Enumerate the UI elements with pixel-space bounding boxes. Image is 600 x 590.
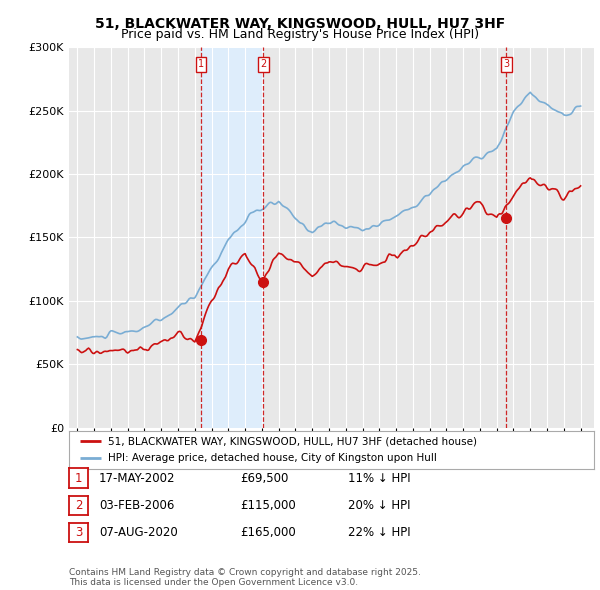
Text: 51, BLACKWATER WAY, KINGSWOOD, HULL, HU7 3HF (detached house): 51, BLACKWATER WAY, KINGSWOOD, HULL, HU7… xyxy=(109,436,478,446)
Text: 3: 3 xyxy=(503,60,509,69)
Text: 3: 3 xyxy=(75,526,82,539)
Text: 2: 2 xyxy=(75,499,82,512)
Text: Price paid vs. HM Land Registry's House Price Index (HPI): Price paid vs. HM Land Registry's House … xyxy=(121,28,479,41)
Text: 20% ↓ HPI: 20% ↓ HPI xyxy=(348,499,410,512)
Text: £69,500: £69,500 xyxy=(240,472,289,485)
Text: Contains HM Land Registry data © Crown copyright and database right 2025.
This d: Contains HM Land Registry data © Crown c… xyxy=(69,568,421,587)
Text: 11% ↓ HPI: 11% ↓ HPI xyxy=(348,472,410,485)
Text: HPI: Average price, detached house, City of Kingston upon Hull: HPI: Average price, detached house, City… xyxy=(109,453,437,463)
Text: 51, BLACKWATER WAY, KINGSWOOD, HULL, HU7 3HF: 51, BLACKWATER WAY, KINGSWOOD, HULL, HU7… xyxy=(95,17,505,31)
Text: 07-AUG-2020: 07-AUG-2020 xyxy=(99,526,178,539)
Text: 03-FEB-2006: 03-FEB-2006 xyxy=(99,499,175,512)
Text: 1: 1 xyxy=(75,471,82,485)
Text: 17-MAY-2002: 17-MAY-2002 xyxy=(99,472,176,485)
Text: £165,000: £165,000 xyxy=(240,526,296,539)
Text: £115,000: £115,000 xyxy=(240,499,296,512)
Text: 22% ↓ HPI: 22% ↓ HPI xyxy=(348,526,410,539)
Bar xyxy=(201,47,263,428)
Text: 2: 2 xyxy=(260,60,266,69)
Text: 1: 1 xyxy=(198,60,204,69)
